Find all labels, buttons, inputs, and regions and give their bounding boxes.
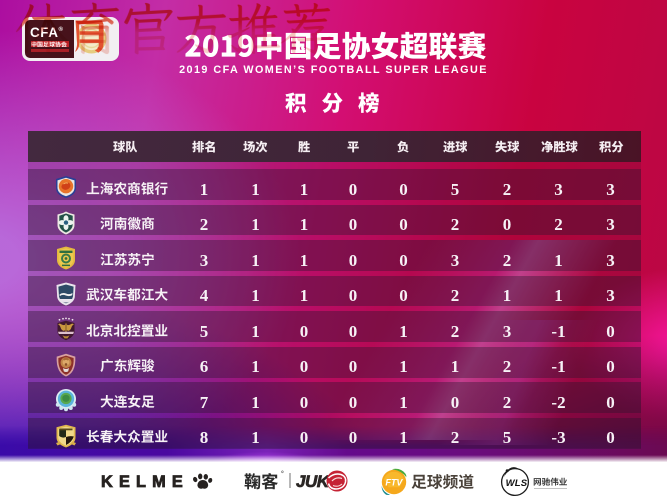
- svg-text:FTV: FTV: [385, 477, 403, 487]
- svg-text:WLS: WLS: [506, 478, 528, 489]
